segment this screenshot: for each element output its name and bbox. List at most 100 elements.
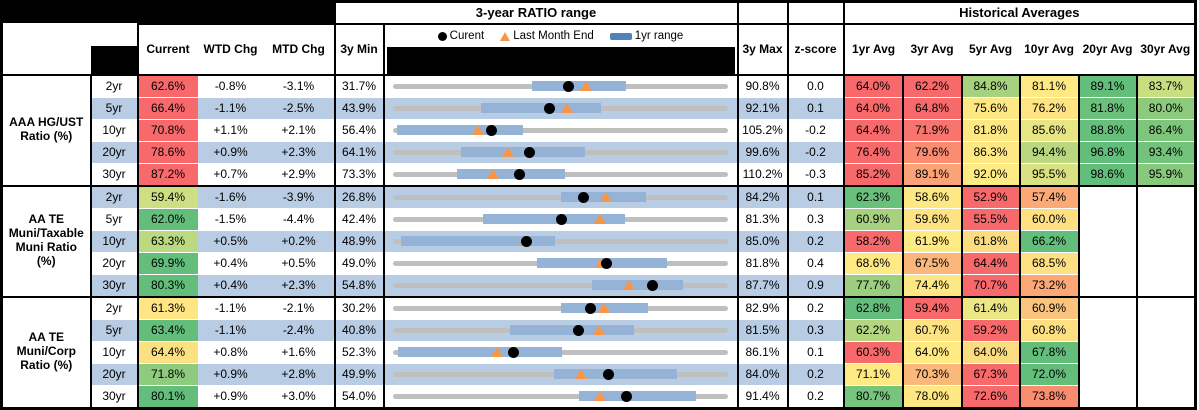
current-marker-icon <box>556 213 568 225</box>
mtd-chg-cell: +0.5% <box>263 251 335 274</box>
avg-30yr-cell <box>1135 384 1196 408</box>
tenor-header-cell <box>90 23 138 75</box>
z-score-cell: 0.4 <box>786 251 844 274</box>
avg-10yr-cell: 85.6% <box>1018 118 1079 141</box>
last-month-marker-icon <box>560 103 573 113</box>
range-chart <box>386 120 737 141</box>
group-label-line: Muni/Taxable <box>8 226 84 241</box>
last-month-marker-icon <box>623 280 636 290</box>
current-value-cell: 80.3% <box>136 273 198 297</box>
last-month-marker-icon <box>502 147 515 157</box>
avg-5yr-cell: 61.8% <box>960 229 1020 252</box>
range-chart <box>386 187 737 207</box>
z-score-cell: 0.1 <box>786 340 844 363</box>
top-left-black-band <box>1 1 335 24</box>
mtd-chg-cell: +2.3% <box>263 140 335 163</box>
tenor-cell: 30yr <box>89 273 138 297</box>
current-legend-dot-icon <box>437 31 447 41</box>
current-column-header: Current <box>136 22 198 76</box>
avg-30yr-cell: 95.9% <box>1135 162 1196 186</box>
range-chart <box>386 231 737 252</box>
avg-5yr-cell: 64.0% <box>960 340 1020 363</box>
avg-5yr-cell: 61.4% <box>960 295 1020 319</box>
mtd-chg-cell: +2.8% <box>263 362 335 385</box>
z-score-cell: 0.9 <box>786 273 844 297</box>
range-1yr-bar <box>481 103 601 113</box>
tenor-cell: 5yr <box>89 96 138 119</box>
tenor-cell: 2yr <box>89 295 138 319</box>
avg-1yr-cell: 64.0% <box>842 96 903 119</box>
avg-30yr-cell <box>1135 229 1196 252</box>
range-max-cell: 99.6% <box>736 140 788 163</box>
current-value-cell: 62.6% <box>136 73 198 97</box>
tenor-header-black-box <box>90 45 137 74</box>
last-month-marker-icon <box>486 169 499 179</box>
avg-1yr-cell: 58.2% <box>842 229 903 252</box>
avg-30yr-cell <box>1135 340 1196 363</box>
current-marker-icon <box>562 80 574 92</box>
z-score-column-header: z-score <box>786 22 845 76</box>
range-min-cell: 49.0% <box>333 251 384 274</box>
avg-20yr-cell <box>1077 318 1137 341</box>
range-chart-cell <box>382 140 738 163</box>
range-max-cell: 84.0% <box>736 362 788 385</box>
wtd-chg-cell: +0.7% <box>197 162 264 186</box>
range-max-cell: 110.2% <box>736 162 788 186</box>
range-chart-cell <box>382 96 738 119</box>
avg-1yr-cell: 62.2% <box>842 318 903 341</box>
mtd-chg-cell: +1.6% <box>263 340 335 363</box>
avg-5yr-cell: 75.6% <box>960 96 1020 119</box>
group-label-line: AA TE <box>28 330 65 345</box>
current-value-cell: 71.8% <box>136 362 198 385</box>
3yr-avg-column-header: 3yr Avg <box>902 22 962 76</box>
avg-1yr-cell: 68.6% <box>842 251 903 274</box>
tenor-cell: 30yr <box>89 162 138 186</box>
avg-1yr-cell: 62.8% <box>842 295 903 319</box>
current-marker-icon <box>600 257 612 269</box>
range-chart-cell <box>382 384 738 408</box>
mtd-chg-cell: -3.9% <box>263 184 335 208</box>
current-value-cell: 80.1% <box>136 384 198 408</box>
avg-10yr-cell: 72.0% <box>1018 362 1079 385</box>
range-chart-cell <box>382 162 738 186</box>
legend-1yr-range: 1yr range <box>609 30 683 42</box>
z-score-cell: -0.3 <box>786 162 844 186</box>
range-chart-cell <box>382 229 738 252</box>
avg-20yr-cell <box>1077 295 1137 319</box>
range-chart <box>386 364 737 385</box>
z-score-cell: 0.2 <box>786 362 844 385</box>
mtd-chg-cell: +3.0% <box>263 384 335 408</box>
avg-10yr-cell: 60.0% <box>1018 207 1079 230</box>
current-value-cell: 59.4% <box>136 184 198 208</box>
range-1yr-bar <box>509 325 635 335</box>
range-1yr-bar <box>397 125 523 135</box>
tenor-cell: 10yr <box>89 229 138 252</box>
group-label-line: (%) <box>36 253 56 268</box>
wtd-chg-cell: +0.9% <box>197 384 264 408</box>
avg-1yr-cell: 62.3% <box>842 184 903 208</box>
current-value-cell: 87.2% <box>136 162 198 186</box>
avg-30yr-cell <box>1135 318 1196 341</box>
avg-3yr-cell: 70.3% <box>901 362 962 385</box>
range-chart-cell <box>382 184 738 208</box>
range-min-cell: 30.2% <box>333 295 384 319</box>
z-score-cell: 0.2 <box>786 229 844 252</box>
range-chart <box>386 386 737 407</box>
historical-averages-title: Historical Averages <box>842 0 1197 25</box>
avg-3yr-cell: 74.4% <box>901 273 962 297</box>
tenor-cell: 20yr <box>89 362 138 385</box>
range-min-cell: 52.3% <box>333 340 384 363</box>
z-score-cell: 0.1 <box>786 96 844 119</box>
avg-3yr-cell: 79.6% <box>901 140 962 163</box>
current-value-cell: 63.3% <box>136 229 198 252</box>
avg-20yr-cell <box>1077 251 1137 274</box>
range-max-cell: 86.1% <box>736 340 788 363</box>
wtd-chg-cell: -1.5% <box>197 207 264 230</box>
range-chart <box>386 209 737 230</box>
avg-20yr-cell <box>1077 207 1137 230</box>
current-value-cell: 63.4% <box>136 318 198 341</box>
group-label: AA TE Muni/Corp Ratio (%) <box>1 295 91 408</box>
avg-10yr-cell: 76.2% <box>1018 96 1079 119</box>
avg-10yr-cell: 94.4% <box>1018 140 1079 163</box>
range-max-cell: 81.3% <box>736 207 788 230</box>
